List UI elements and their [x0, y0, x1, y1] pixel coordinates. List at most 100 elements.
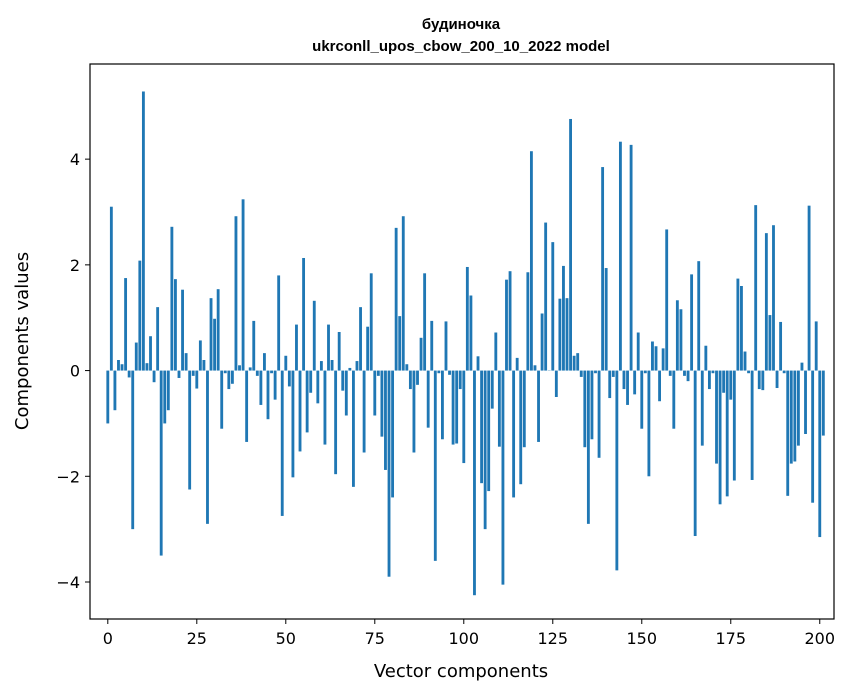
bar-65 — [337, 331, 341, 371]
bar-114 — [512, 370, 516, 498]
bar-193 — [793, 370, 797, 462]
bar-106 — [483, 370, 487, 530]
x-tick-label: 75 — [365, 629, 385, 648]
bar-184 — [761, 370, 765, 391]
bar-62 — [327, 324, 330, 371]
bar-37 — [238, 365, 241, 371]
bar-120 — [533, 365, 537, 371]
bar-18 — [170, 226, 174, 371]
bar-129 — [565, 298, 569, 371]
bar-156 — [661, 348, 665, 371]
bar-40 — [248, 367, 252, 371]
bar-67 — [344, 370, 348, 416]
bar-26 — [198, 340, 202, 371]
bar-42 — [255, 370, 259, 376]
bar-90 — [426, 370, 430, 428]
bar-198 — [811, 370, 815, 503]
bar-178 — [740, 286, 743, 371]
y-tick-label: 0 — [70, 362, 80, 381]
bar-66 — [341, 370, 345, 391]
bar-0 — [106, 370, 110, 424]
bar-101 — [465, 266, 469, 371]
bar-94 — [441, 370, 444, 440]
bar-73 — [366, 326, 370, 371]
bar-83 — [401, 216, 405, 371]
bar-20 — [177, 370, 181, 378]
bar-113 — [508, 271, 512, 371]
bar-108 — [490, 370, 494, 409]
bar-61 — [323, 370, 327, 445]
bar-167 — [700, 370, 704, 446]
bar-133 — [579, 370, 583, 377]
bar-59 — [316, 370, 320, 404]
bar-15 — [159, 370, 163, 556]
bar-57 — [309, 370, 313, 393]
bar-131 — [572, 355, 576, 371]
x-tick-label: 175 — [715, 629, 746, 648]
bar-19 — [174, 279, 177, 371]
bar-176 — [732, 370, 736, 481]
bar-54 — [298, 370, 302, 452]
bar-58 — [312, 300, 316, 371]
bar-41 — [252, 320, 256, 371]
bar-45 — [266, 370, 270, 420]
bar-36 — [234, 216, 238, 371]
bar-151 — [643, 370, 647, 374]
bar-134 — [583, 370, 587, 448]
bar-150 — [640, 370, 644, 429]
bar-195 — [800, 362, 804, 371]
bar-135 — [586, 370, 590, 524]
bar-190 — [782, 370, 786, 374]
bar-172 — [718, 370, 722, 505]
bar-64 — [334, 370, 338, 475]
bar-52 — [291, 370, 295, 478]
bar-201 — [821, 370, 825, 436]
bar-121 — [537, 370, 540, 442]
bar-186 — [768, 315, 772, 371]
bar-28 — [206, 370, 209, 524]
bar-80 — [391, 370, 395, 498]
bar-9 — [138, 260, 142, 371]
bar-196 — [804, 370, 807, 434]
bar-87 — [416, 370, 419, 385]
x-tick-label: 100 — [449, 629, 480, 648]
bar-33 — [223, 370, 227, 374]
x-tick-label: 50 — [276, 629, 296, 648]
bar-34 — [227, 370, 231, 390]
bar-173 — [722, 370, 726, 393]
bar-141 — [608, 370, 612, 399]
bar-103 — [473, 370, 476, 596]
bar-175 — [729, 370, 733, 400]
chart-subtitle: ukrconll_upos_cbow_200_10_2022 model — [312, 38, 610, 55]
x-tick-label: 125 — [538, 629, 569, 648]
bar-122 — [540, 313, 544, 371]
bar-71 — [359, 307, 362, 371]
bar-126 — [554, 370, 558, 397]
bar-119 — [529, 151, 533, 371]
bar-96 — [448, 370, 451, 375]
bar-158 — [668, 370, 672, 376]
bar-183 — [757, 370, 761, 390]
bar-56 — [305, 370, 309, 433]
y-tick-label: −2 — [56, 467, 80, 486]
bar-136 — [590, 370, 594, 440]
bar-194 — [796, 370, 800, 446]
bar-6 — [127, 370, 131, 378]
plot-frame — [89, 63, 835, 620]
y-tick-label: −4 — [56, 573, 80, 592]
bar-162 — [683, 370, 686, 376]
bar-149 — [636, 332, 640, 371]
bar-132 — [576, 353, 580, 371]
bar-144 — [618, 141, 622, 371]
bar-89 — [423, 273, 427, 371]
bar-180 — [747, 370, 750, 374]
bar-115 — [515, 357, 519, 371]
bar-30 — [213, 318, 217, 371]
bar-76 — [376, 370, 380, 376]
bar-181 — [750, 370, 754, 480]
chart-title: будиночка — [422, 16, 501, 33]
bar-74 — [369, 273, 373, 371]
bar-100 — [462, 370, 466, 464]
bar-8 — [134, 342, 138, 371]
